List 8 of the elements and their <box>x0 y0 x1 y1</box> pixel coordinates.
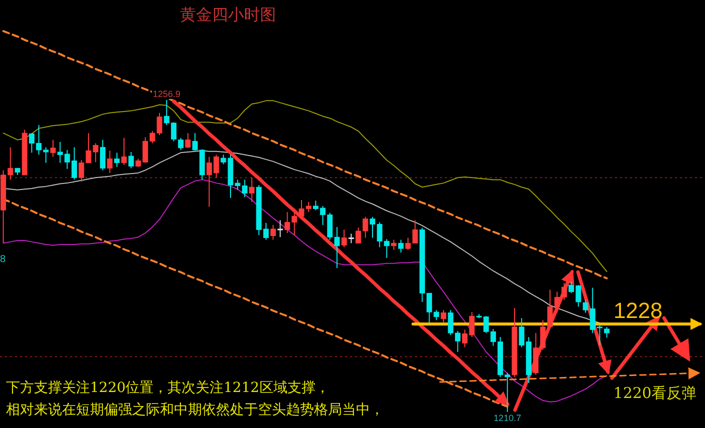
annotation: 1256.9 <box>152 89 180 99</box>
annotation: 相对来说在短期偏强之际和中期依然处于空头趋势格局当中， <box>6 402 384 418</box>
annotation: 8 <box>0 254 6 265</box>
annotation: 下方支撑关注1220位置，其次关注1212区域支撑， <box>6 380 330 396</box>
chart-title: 黄金四小时图 <box>180 5 276 24</box>
text: 1220看反弹 <box>613 384 697 402</box>
annotation: 1210.7 <box>494 413 522 423</box>
text: 1228 <box>614 298 662 323</box>
